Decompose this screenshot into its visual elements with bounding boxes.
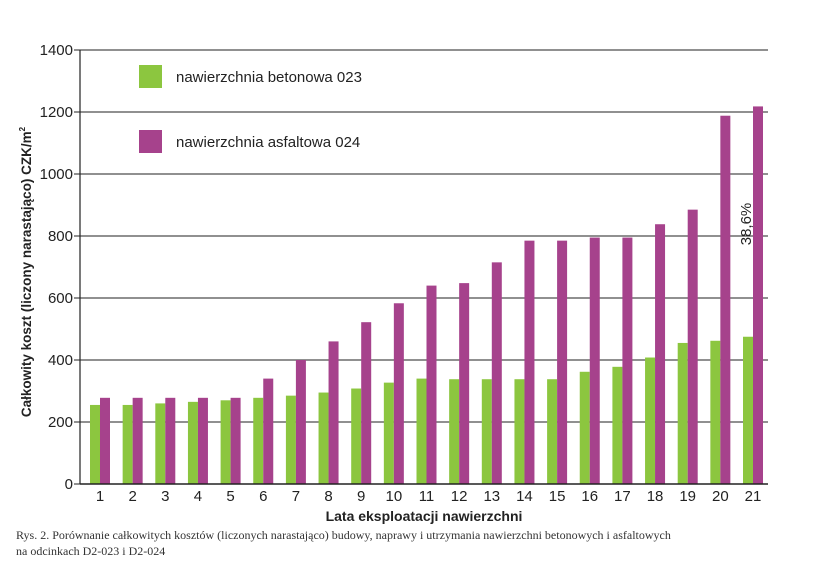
x-tick-label: 12 [451,488,468,505]
y-tick-label: 1400 [40,42,73,59]
bar-asfalt-18 [655,224,666,484]
bar-beton-15 [547,379,558,484]
axes [79,50,768,485]
bar-beton-19 [677,342,688,484]
bar-asfalt-1 [100,397,110,484]
bar-asfalt-15 [557,240,568,484]
bar-beton-16 [579,371,590,484]
bar-asfalt-12 [459,283,470,484]
bar-asfalt-16 [589,237,600,484]
x-tick-label: 16 [581,488,598,505]
bar-beton-5 [220,400,231,484]
x-tick-label: 19 [679,488,696,505]
y-tick-label: 800 [48,228,73,245]
bar-beton-10 [383,382,394,484]
bar-beton-14 [514,379,525,484]
legend-swatch [139,130,162,153]
bar-asfalt-20 [720,115,731,484]
bar-beton-13 [481,379,492,484]
x-tick-label: 6 [259,488,267,505]
annotation-percent: 38,6% [738,203,755,246]
x-tick-label: 14 [516,488,533,505]
bars [90,106,763,485]
bar-asfalt-6 [263,378,274,484]
x-tick-label: 10 [386,488,403,505]
x-tick-label: 15 [549,488,566,505]
bar-beton-9 [351,388,362,484]
caption-line-2: na odcinkach D2-023 i D2-024 [16,544,166,558]
x-tick-label: 7 [292,488,300,505]
x-tick-label: 17 [614,488,631,505]
bar-asfalt-2 [132,397,143,484]
x-tick-label: 11 [419,488,435,505]
x-axis-label: Lata eksploatacji nawierzchni [326,508,523,524]
legend-label: nawierzchnia betonowa 023 [176,69,362,86]
y-axis-label-text: Całkowity koszt (liczony narastająco) CZ… [19,131,34,417]
bar-asfalt-14 [524,240,535,484]
annotations: 38,6% [738,203,755,246]
x-tick-label: 18 [647,488,664,505]
x-tick-label: 21 [745,488,762,505]
bar-asfalt-8 [328,341,339,484]
x-tick-label: 8 [324,488,332,505]
bar-beton-12 [449,379,460,484]
bar-beton-1 [90,404,100,484]
bar-beton-11 [416,378,427,484]
bar-asfalt-17 [622,237,633,484]
bar-asfalt-21 [753,106,763,485]
x-tick-label: 3 [161,488,169,505]
bar-asfalt-10 [393,303,404,484]
bar-asfalt-11 [426,285,437,484]
y-tick-label: 600 [48,290,73,307]
bar-beton-21 [743,336,753,484]
bar-beton-2 [122,404,133,484]
y-tick-labels: 0 200 400 600 800 1000 1200 1400 [40,42,80,493]
bar-asfalt-7 [295,360,306,484]
bar-asfalt-19 [687,209,698,484]
y-tick-label: 1200 [40,104,73,121]
bar-beton-18 [645,357,656,484]
y-tick-label: 0 [65,476,73,493]
y-tick-label: 400 [48,352,73,369]
bar-asfalt-5 [230,397,241,484]
x-tick-label: 5 [226,488,234,505]
y-tick-label: 1000 [40,166,73,183]
x-tick-labels: 1 2 3 4 5 6 7 8 9 10 11 12 13 14 15 16 17 18 19 20 21 [96,488,762,505]
bar-asfalt-9 [361,322,372,484]
gridlines [80,49,768,423]
bar-beton-6 [253,397,264,484]
bar-asfalt-13 [491,262,502,484]
bar-beton-8 [318,392,329,484]
bar-beton-3 [155,403,166,484]
legend-swatch [139,65,162,88]
x-tick-label: 4 [194,488,202,505]
bar-beton-17 [612,366,623,484]
bar-asfalt-3 [165,397,176,484]
x-tick-label: 1 [96,488,104,505]
y-axis-label: Całkowity koszt (liczony narastająco) CZ… [18,126,34,417]
legend-label: nawierzchnia asfaltowa 024 [176,134,360,151]
legend: nawierzchnia betonowa 023 nawierzchnia as… [139,65,362,153]
x-tick-label: 2 [128,488,136,505]
caption-line-1: Rys. 2. Porównanie całkowitych kosztów (… [16,528,671,542]
x-tick-label: 13 [483,488,500,505]
bar-asfalt-4 [197,397,208,484]
figure-caption: Rys. 2. Porównanie całkowitych kosztów (… [16,527,768,559]
bar-beton-4 [187,401,198,484]
y-tick-label: 200 [48,414,73,431]
bar-beton-7 [285,395,296,484]
bar-beton-20 [710,340,721,484]
x-tick-label: 9 [357,488,365,505]
y-axis-label-superscript: 2 [18,126,27,131]
x-tick-label: 20 [712,488,729,505]
